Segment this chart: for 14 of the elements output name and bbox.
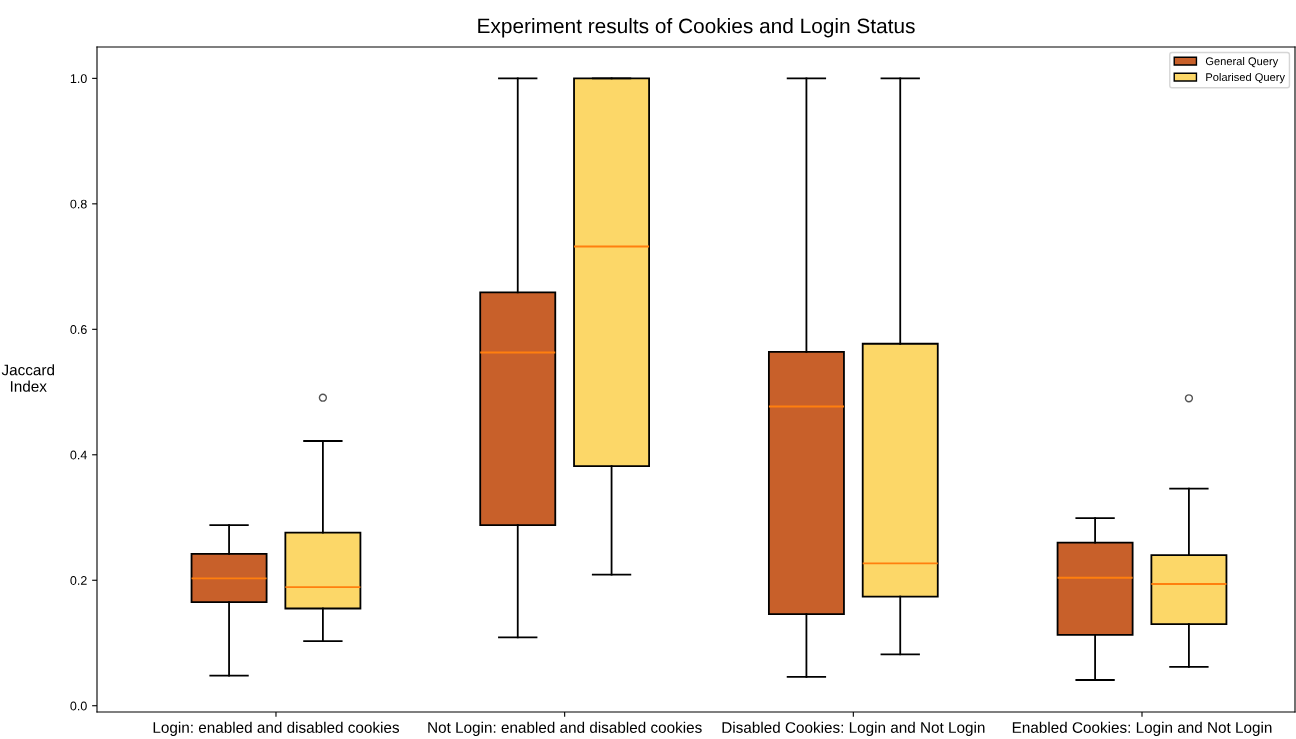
y-tick-label: 0.0 bbox=[70, 701, 87, 711]
x-tick-label: Disabled Cookies: Login and Not Login bbox=[722, 721, 985, 736]
y-tick-label: 0.2 bbox=[70, 576, 87, 585]
chart-title: Experiment results of Cookies and Login Status bbox=[478, 18, 915, 38]
x-tick-label: Not Login: enabled and disabled cookies bbox=[428, 721, 702, 736]
legend-label: General Query bbox=[1205, 57, 1279, 68]
x-tick-label: Enabled Cookies: Login and Not Login bbox=[1012, 721, 1272, 736]
y-tick-label: 1.0 bbox=[70, 74, 87, 84]
y-tick-label: 0.6 bbox=[70, 325, 87, 334]
y-tick-label: 0.8 bbox=[70, 199, 87, 209]
x-tick-label: Login: enabled and disabled cookies bbox=[153, 721, 400, 736]
y-axis-title: Jaccard Index bbox=[1, 364, 54, 392]
y-tick-label: 0.4 bbox=[70, 450, 87, 460]
legend-label: Polarised Query bbox=[1206, 72, 1285, 84]
